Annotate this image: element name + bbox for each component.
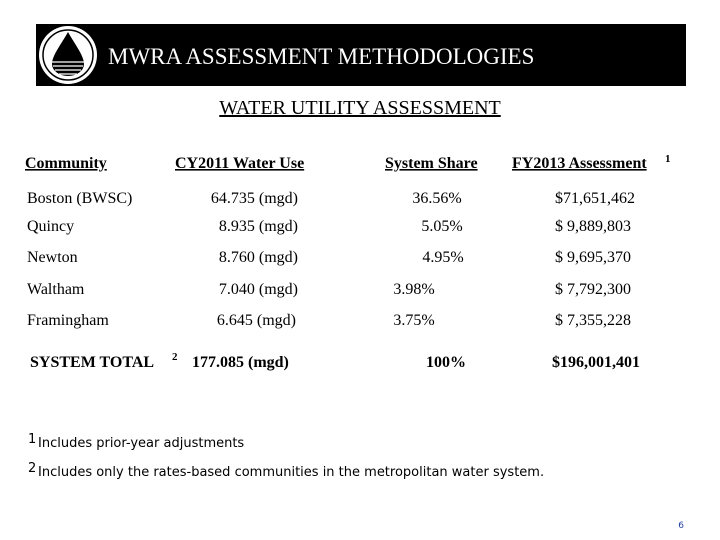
footnote-ref: 1	[665, 153, 671, 165]
banner	[36, 24, 686, 86]
title: MWRA ASSESSMENT METHODOLOGIES	[108, 44, 534, 69]
footnote-marker: 1	[28, 432, 36, 447]
assessment: $ 7,355,228	[555, 312, 631, 329]
assessment: $ 7,792,300	[555, 281, 631, 298]
column-header: CY2011 Water Use	[175, 155, 304, 172]
system-share: 3.75%	[393, 312, 434, 329]
column-header: FY2013 Assessment	[512, 155, 647, 172]
system-share: 5.05%	[421, 218, 462, 235]
system-share: 36.56%	[412, 190, 461, 207]
table: Community CY2011 Water Use System Share FY2…	[25, 153, 671, 371]
footnote-ref: 2	[172, 351, 178, 363]
water-use: 8.935 (mgd)	[219, 218, 298, 235]
total-value: $196,001,401	[552, 354, 640, 371]
total-label: SYSTEM TOTAL	[30, 354, 154, 371]
column-header: Community	[25, 155, 107, 172]
logo	[39, 26, 97, 84]
system-share: 4.95%	[422, 249, 463, 266]
page-number: 6	[678, 521, 684, 531]
community: Boston (BWSC)	[27, 190, 132, 207]
community: Newton	[27, 249, 78, 266]
community: Quincy	[27, 218, 74, 235]
assessment: $ 9,695,370	[555, 249, 631, 266]
assessment: $ 9,889,803	[555, 218, 631, 235]
column-header: System Share	[385, 155, 478, 172]
footnote-marker: 2	[28, 461, 36, 476]
water-use: 6.645 (mgd)	[217, 312, 296, 329]
water-use: 64.735 (mgd)	[211, 190, 298, 207]
community: Framingham	[27, 312, 109, 329]
system-share: 3.98%	[393, 281, 434, 298]
subtitle: WATER UTILITY ASSESSMENT	[219, 97, 500, 119]
footnote-text: Includes prior-year adjustments	[38, 436, 244, 451]
footnote-text: Includes only the rates-based communitie…	[38, 465, 544, 480]
assessment: $71,651,462	[555, 190, 635, 207]
total-value: 100%	[426, 354, 466, 371]
total-value: 177.085 (mgd)	[192, 354, 289, 371]
water-use: 7.040 (mgd)	[219, 281, 298, 298]
community: Waltham	[27, 281, 85, 298]
water-use: 8.760 (mgd)	[219, 249, 298, 266]
